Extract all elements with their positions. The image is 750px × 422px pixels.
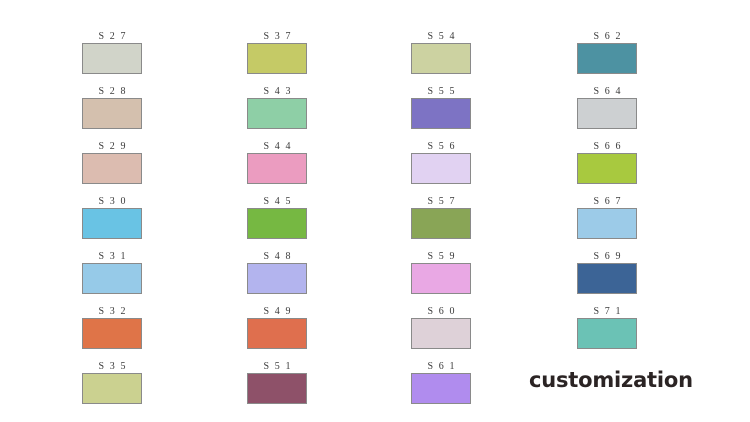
swatch-cell-s45[interactable]: S 4 5: [247, 195, 307, 239]
swatch-chip-s67[interactable]: [577, 208, 637, 239]
swatch-chip-s69[interactable]: [577, 263, 637, 294]
swatch-label-s28: S 2 8: [98, 86, 128, 97]
swatch-cell-s35[interactable]: S 3 5: [82, 360, 142, 404]
swatch-cell-s51[interactable]: S 5 1: [247, 360, 307, 404]
swatch-cell-s29[interactable]: S 2 9: [82, 140, 142, 184]
swatch-label-s56: S 5 6: [427, 141, 457, 152]
swatch-chip-s45[interactable]: [247, 208, 307, 239]
swatch-cell-s44[interactable]: S 4 4: [247, 140, 307, 184]
swatch-cell-s60[interactable]: S 6 0: [411, 305, 471, 349]
swatch-cell-s69[interactable]: S 6 9: [577, 250, 637, 294]
swatch-chip-s62[interactable]: [577, 43, 637, 74]
swatch-label-s51: S 5 1: [263, 361, 293, 372]
swatch-chip-s56[interactable]: [411, 153, 471, 184]
swatch-cell-s54[interactable]: S 5 4: [411, 30, 471, 74]
swatch-cell-s30[interactable]: S 3 0: [82, 195, 142, 239]
swatch-label-s29: S 2 9: [98, 141, 128, 152]
swatch-label-s54: S 5 4: [427, 31, 457, 42]
swatch-label-s71: S 7 1: [593, 306, 623, 317]
swatch-label-s64: S 6 4: [593, 86, 623, 97]
swatch-cell-s66[interactable]: S 6 6: [577, 140, 637, 184]
swatch-cell-s62[interactable]: S 6 2: [577, 30, 637, 74]
swatch-chip-s27[interactable]: [82, 43, 142, 74]
swatch-cell-s49[interactable]: S 4 9: [247, 305, 307, 349]
swatch-label-s44: S 4 4: [263, 141, 293, 152]
swatch-label-s57: S 5 7: [427, 196, 457, 207]
swatch-chip-s32[interactable]: [82, 318, 142, 349]
swatch-label-s67: S 6 7: [593, 196, 623, 207]
swatch-label-s35: S 3 5: [98, 361, 128, 372]
swatch-chip-s66[interactable]: [577, 153, 637, 184]
swatch-label-s69: S 6 9: [593, 251, 623, 262]
swatch-cell-s32[interactable]: S 3 2: [82, 305, 142, 349]
swatch-label-s48: S 4 8: [263, 251, 293, 262]
swatch-cell-s57[interactable]: S 5 7: [411, 195, 471, 239]
swatch-label-s55: S 5 5: [427, 86, 457, 97]
swatch-label-s45: S 4 5: [263, 196, 293, 207]
swatch-chip-s71[interactable]: [577, 318, 637, 349]
swatch-chip-s28[interactable]: [82, 98, 142, 129]
swatch-label-s49: S 4 9: [263, 306, 293, 317]
swatch-cell-s64[interactable]: S 6 4: [577, 85, 637, 129]
swatch-chip-s54[interactable]: [411, 43, 471, 74]
swatch-chip-s57[interactable]: [411, 208, 471, 239]
swatch-chip-s49[interactable]: [247, 318, 307, 349]
swatch-label-s31: S 3 1: [98, 251, 128, 262]
swatch-cell-s56[interactable]: S 5 6: [411, 140, 471, 184]
swatch-label-s43: S 4 3: [263, 86, 293, 97]
swatch-chip-s59[interactable]: [411, 263, 471, 294]
swatch-chip-s51[interactable]: [247, 373, 307, 404]
swatch-chip-s44[interactable]: [247, 153, 307, 184]
swatch-label-s32: S 3 2: [98, 306, 128, 317]
swatch-cell-s67[interactable]: S 6 7: [577, 195, 637, 239]
swatch-label-s62: S 6 2: [593, 31, 623, 42]
swatch-cell-s27[interactable]: S 2 7: [82, 30, 142, 74]
swatch-label-s60: S 6 0: [427, 306, 457, 317]
swatch-label-s37: S 3 7: [263, 31, 293, 42]
swatch-label-s66: S 6 6: [593, 141, 623, 152]
swatch-cell-s59[interactable]: S 5 9: [411, 250, 471, 294]
swatch-cell-s37[interactable]: S 3 7: [247, 30, 307, 74]
swatch-cell-s48[interactable]: S 4 8: [247, 250, 307, 294]
customization-wordmark: customization: [529, 368, 693, 392]
swatch-cell-s28[interactable]: S 2 8: [82, 85, 142, 129]
swatch-label-s30: S 3 0: [98, 196, 128, 207]
swatch-label-s59: S 5 9: [427, 251, 457, 262]
swatch-chip-s55[interactable]: [411, 98, 471, 129]
swatch-cell-s61[interactable]: S 6 1: [411, 360, 471, 404]
swatch-chip-s30[interactable]: [82, 208, 142, 239]
swatch-chip-s48[interactable]: [247, 263, 307, 294]
swatch-chip-s61[interactable]: [411, 373, 471, 404]
swatch-chip-s64[interactable]: [577, 98, 637, 129]
swatch-chip-s60[interactable]: [411, 318, 471, 349]
swatch-cell-s71[interactable]: S 7 1: [577, 305, 637, 349]
swatch-label-s27: S 2 7: [98, 31, 128, 42]
swatch-chip-s31[interactable]: [82, 263, 142, 294]
swatch-cell-s55[interactable]: S 5 5: [411, 85, 471, 129]
swatch-chip-s29[interactable]: [82, 153, 142, 184]
swatch-cell-s31[interactable]: S 3 1: [82, 250, 142, 294]
swatch-chip-s35[interactable]: [82, 373, 142, 404]
swatch-label-s61: S 6 1: [427, 361, 457, 372]
swatch-chip-s37[interactable]: [247, 43, 307, 74]
swatch-chip-s43[interactable]: [247, 98, 307, 129]
swatch-cell-s43[interactable]: S 4 3: [247, 85, 307, 129]
